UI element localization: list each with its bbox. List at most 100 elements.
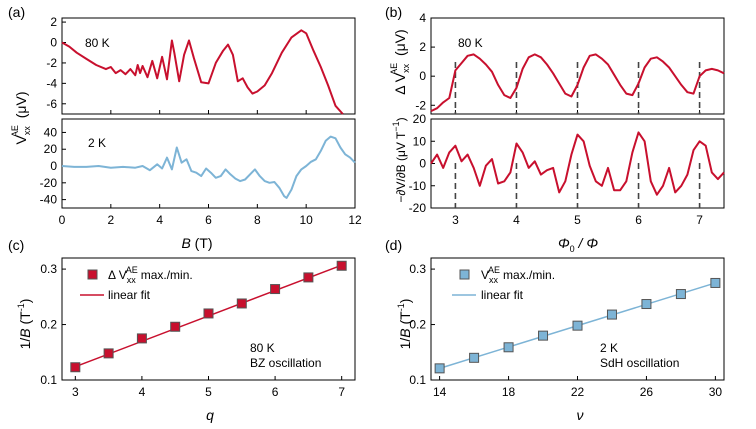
panel-label-b: (b) [385,4,402,20]
y-tick-label: 10 [413,134,427,148]
c-legend-label-1: linear fit [108,288,151,302]
svg-text:Δ VxxAE (μV): Δ VxxAE (μV) [389,29,411,94]
x-tick-label: 6 [272,385,279,399]
x-tick-label: 4 [513,213,520,227]
svg-text:B (T): B (T) [181,235,212,251]
panel-label-d: (d) [385,237,402,253]
y-tick-label: 4 [419,11,426,25]
y-tick-label: 20 [44,142,58,156]
svg-text:−∂V/∂B (μV T−1): −∂V/∂B (μV T−1) [391,117,408,202]
x-tick-label: 5 [205,385,212,399]
panel-label-a: (a) [8,4,25,20]
data-point [606,309,617,320]
d-legend-label-1: linear fit [481,288,524,302]
x-tick-label: 10 [299,213,313,227]
x-tick-label: 12 [348,213,362,227]
y-tick-label: 2 [419,40,426,54]
y-tick-label: 0.1 [409,373,426,387]
c-legend: Δ VxxAE max./min. linear fit [80,265,193,302]
data-point [572,320,583,331]
y-tick-label: 20 [413,112,427,126]
x-tick-label: 5 [574,213,581,227]
panel-a-top: 2 0 -2 -4 -6 80 K [46,15,356,115]
data-point [236,298,247,309]
panel-annotation: SdH oscillation [600,356,679,370]
series-line [61,29,344,115]
series-line [430,131,725,196]
x-tick-label: 2 [107,213,114,227]
panel-label-c: (c) [8,237,24,253]
x-tick-label: 4 [139,385,146,399]
data-point [434,363,445,374]
y-tick-label: 2 [50,15,57,29]
series-line [430,53,725,113]
data-point [203,308,214,319]
y-tick-label: -20 [40,176,58,190]
panel-c: 0.1 0.2 0.3 3 4 5 6 7 80 KBZ oscillation [40,257,356,399]
panel-annotation: 2 K [600,341,618,355]
y-tick-label: 0.2 [409,318,426,332]
y-tick-label: -10 [409,179,427,193]
y-tick-label: 0 [50,159,57,173]
y-tick-label: 0.2 [40,318,57,332]
b-bottom-ylabel: −∂V/∂B (μV T−1) [391,117,408,202]
c-legend-label-0: max./min. [141,268,193,282]
data-point [469,352,480,363]
panel-annotation: 2 K [88,136,106,150]
x-tick-label: 4 [156,213,163,227]
data-point [538,330,549,341]
data-point [170,321,181,332]
x-tick-label: 18 [502,385,516,399]
y-tick-label: 0 [419,69,426,83]
a-xlabel: B (T) [181,235,212,251]
y-tick-label: -4 [46,76,57,90]
x-tick-label: 30 [709,385,723,399]
d-xlabel: ν [577,407,584,423]
data-point [270,284,281,295]
data-point [641,299,652,310]
y-tick-label: -6 [46,97,57,111]
x-tick-label: 26 [640,385,654,399]
svg-text:Φ0 / Φ: Φ0 / Φ [558,235,598,254]
x-tick-label: 22 [571,385,585,399]
data-point [503,342,514,353]
panel-annotation: 80 K [85,36,110,50]
y-tick-label: -2 [415,98,426,112]
y-tick-label: 0.3 [40,262,57,276]
data-point [303,272,314,283]
data-point [675,289,686,300]
data-point [103,348,114,359]
data-point [710,277,721,288]
panel-annotation: 80 K [458,36,483,50]
y-tick-label: -40 [40,193,58,207]
svg-text:1/B (T-1): 1/B (T-1) [16,299,33,350]
x-tick-label: 6 [635,213,642,227]
x-tick-label: 7 [338,385,345,399]
plot-frame [61,118,356,209]
panel-b-bottom: 20 10 0 -10 -20 3 4 5 6 7 [409,112,725,227]
y-tick-label: 0 [419,157,426,171]
data-point [136,333,147,344]
b-xlabel: Φ0 / Φ [558,235,598,254]
y-tick-label: 0.1 [40,373,57,387]
a-ylabel: VxxAE (μV) [10,92,32,145]
x-tick-label: 8 [254,213,261,227]
x-tick-label: 6 [205,213,212,227]
data-point [336,260,347,271]
y-tick-label: 40 [44,125,58,139]
x-tick-label: 3 [72,385,79,399]
x-tick-label: 7 [696,213,703,227]
panel-annotation: BZ oscillation [250,356,321,370]
d-legend-marker [459,269,470,280]
y-tick-label: 0 [50,36,57,50]
series-line [61,135,356,199]
svg-text:VxxAE (μV): VxxAE (μV) [10,92,32,145]
y-tick-label: -20 [409,201,427,215]
c-xlabel: q [206,407,214,423]
c-legend-marker [87,269,98,280]
panel-b-top: 4 2 0 -2 80 K [415,11,725,115]
d-legend-label-0: max./min. [503,268,555,282]
